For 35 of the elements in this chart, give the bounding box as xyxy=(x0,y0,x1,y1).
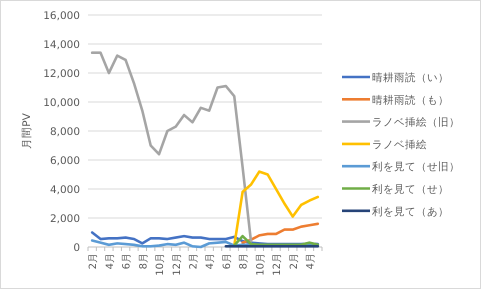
x-tick-label: 6月 xyxy=(222,253,233,270)
x-tick-label: 12月 xyxy=(272,253,284,276)
line-series xyxy=(232,234,320,247)
legend-label: 利を見て（せ旧） xyxy=(372,160,460,174)
y-tick-label: 10,000 xyxy=(43,97,80,109)
y-axis-title: 月間PV xyxy=(21,112,33,149)
x-tick-label: 10月 xyxy=(155,253,166,276)
y-tick-label: 12,000 xyxy=(43,68,80,80)
legend-label: 晴耕雨読（い） xyxy=(372,71,449,84)
x-tick-label: 4月 xyxy=(305,253,316,270)
y-tick-label: 0 xyxy=(73,242,80,254)
line-series xyxy=(241,222,320,244)
legend-label: 利を見て（せ） xyxy=(372,182,449,196)
legend-label: ラノベ挿絵 xyxy=(372,138,427,151)
legend-label: ラノベ挿絵（旧） xyxy=(372,116,460,129)
x-tick-label: 4月 xyxy=(205,253,216,270)
x-tick-label: 8月 xyxy=(238,253,250,270)
x-tick-label: 8月 xyxy=(138,253,150,270)
x-tick-label: 10月 xyxy=(255,253,266,276)
x-tick-label: 2月 xyxy=(188,253,200,270)
y-tick-label: 2,000 xyxy=(50,213,80,225)
x-tick-label: 2月 xyxy=(288,253,300,270)
legend-label: 利を見て（あ） xyxy=(372,204,449,218)
y-tick-label: 4,000 xyxy=(50,184,80,196)
y-tick-label: 14,000 xyxy=(43,39,80,51)
y-tick-label: 8,000 xyxy=(50,126,80,138)
line-series xyxy=(90,51,252,242)
x-tick-label: 2月 xyxy=(88,253,100,270)
x-tick-label: 6月 xyxy=(122,253,133,270)
x-tick-label: 4月 xyxy=(104,253,116,270)
legend-label: 晴耕雨読（も） xyxy=(372,93,449,106)
y-tick-label: 16,000 xyxy=(43,10,80,22)
x-tick-label: 12月 xyxy=(172,253,183,276)
y-tick-label: 6,000 xyxy=(50,155,80,167)
line-series xyxy=(232,170,320,247)
